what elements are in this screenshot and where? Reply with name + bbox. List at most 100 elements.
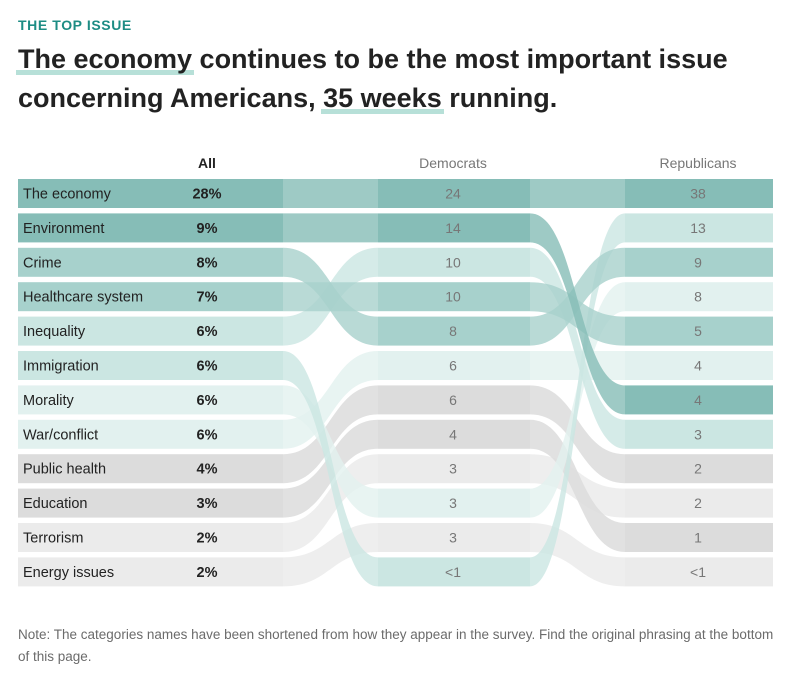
category-label: The economy <box>23 187 112 203</box>
value-all: 6% <box>197 427 218 443</box>
value-democrats: 14 <box>445 220 461 236</box>
ribbons <box>283 179 625 587</box>
bar-republicans <box>625 351 773 380</box>
headline-text-end: running. <box>441 83 558 113</box>
category-label: Inequality <box>23 324 86 340</box>
value-republicans: 3 <box>694 426 702 442</box>
ribbon-all-to-dem <box>283 385 378 484</box>
value-democrats: 8 <box>449 323 457 339</box>
bar-all <box>18 385 283 415</box>
bar-democrats <box>378 419 530 449</box>
value-democrats: 10 <box>445 289 461 305</box>
bar-republicans <box>625 316 773 346</box>
category-label: Environment <box>23 221 104 237</box>
value-democrats: 3 <box>449 461 457 477</box>
bar-republicans <box>625 213 773 243</box>
value-all: 28% <box>192 187 221 203</box>
bar-republicans <box>625 385 773 415</box>
bar-republicans <box>625 557 773 587</box>
bar-all <box>18 247 283 277</box>
value-all: 6% <box>197 359 218 375</box>
value-republicans: 2 <box>694 461 702 477</box>
bar-democrats <box>378 179 530 208</box>
bar-democrats <box>378 282 530 312</box>
column-header-democrats: Democrats <box>419 155 487 171</box>
bar-democrats <box>378 247 530 277</box>
value-democrats: 6 <box>449 358 457 374</box>
category-label: Healthcare system <box>23 290 143 306</box>
headline-highlight-economy: The economy <box>15 40 195 79</box>
category-label: Crime <box>23 255 62 271</box>
value-democrats: 3 <box>449 495 457 511</box>
value-republicans: 4 <box>694 358 702 374</box>
ribbon-dem-to-rep <box>530 179 625 208</box>
column-header-republicans: Republicans <box>659 155 737 171</box>
bar-all <box>18 316 283 346</box>
value-republicans: <1 <box>690 564 706 580</box>
bar-republicans <box>625 247 773 277</box>
value-democrats: 10 <box>445 254 461 270</box>
value-republicans: 1 <box>694 530 702 546</box>
value-all: 7% <box>197 290 218 306</box>
value-all: 6% <box>197 393 218 409</box>
bar-all <box>18 351 283 380</box>
bar-republicans <box>625 419 773 449</box>
bar-democrats <box>378 523 530 552</box>
value-all: 3% <box>197 496 218 512</box>
bar-all <box>18 213 283 243</box>
value-republicans: 2 <box>694 495 702 511</box>
category-label: Energy issues <box>23 565 114 581</box>
value-all: 2% <box>197 531 218 547</box>
bar-all <box>18 419 283 449</box>
bar-democrats <box>378 385 530 415</box>
bar-democrats <box>378 454 530 484</box>
bar-all <box>18 557 283 587</box>
value-republicans: 8 <box>694 289 702 305</box>
bar-republicans <box>625 454 773 484</box>
value-all: 8% <box>197 255 218 271</box>
category-label: Immigration <box>23 359 99 375</box>
kicker-label: THE TOP ISSUE <box>18 17 132 33</box>
value-all: 6% <box>197 324 218 340</box>
row-bars <box>18 179 773 587</box>
bar-democrats <box>378 213 530 243</box>
value-republicans: 5 <box>694 323 702 339</box>
category-label: Public health <box>23 462 106 478</box>
headline-highlight-weeks: 35 weeks <box>321 79 444 118</box>
headline: The economy continues to be the most imp… <box>15 40 788 118</box>
bar-democrats <box>378 316 530 346</box>
bar-all <box>18 179 283 208</box>
ribbon-dem-to-rep <box>530 213 625 415</box>
bar-republicans <box>625 179 773 208</box>
ribbon-all-to-dem <box>283 385 378 518</box>
ribbon-all-to-dem <box>283 247 378 346</box>
value-republicans: 38 <box>690 186 706 202</box>
bar-republicans <box>625 523 773 552</box>
value-democrats: <1 <box>445 564 461 580</box>
value-republicans: 4 <box>694 392 702 408</box>
ribbon-dem-to-rep <box>530 247 625 449</box>
value-democrats: 6 <box>449 392 457 408</box>
bar-all <box>18 454 283 484</box>
ribbon-dem-to-rep <box>530 419 625 552</box>
footnote: Note: The categories names have been sho… <box>18 627 774 664</box>
value-democrats: 3 <box>449 530 457 546</box>
ribbon-all-to-dem <box>283 213 378 243</box>
bar-all <box>18 523 283 552</box>
ribbon-dem-to-rep <box>530 385 625 484</box>
bar-democrats <box>378 488 530 518</box>
value-democrats: 4 <box>449 426 457 442</box>
bar-democrats <box>378 557 530 587</box>
value-all: 4% <box>197 462 218 478</box>
bar-all <box>18 488 283 518</box>
bar-republicans <box>625 488 773 518</box>
column-header-all: All <box>198 155 216 171</box>
bar-republicans <box>625 282 773 312</box>
value-republicans: 9 <box>694 254 702 270</box>
ribbon-all-to-dem <box>283 179 378 208</box>
bar-all <box>18 282 283 312</box>
ribbon-all-to-dem <box>283 351 378 587</box>
value-democrats: 24 <box>445 186 461 202</box>
